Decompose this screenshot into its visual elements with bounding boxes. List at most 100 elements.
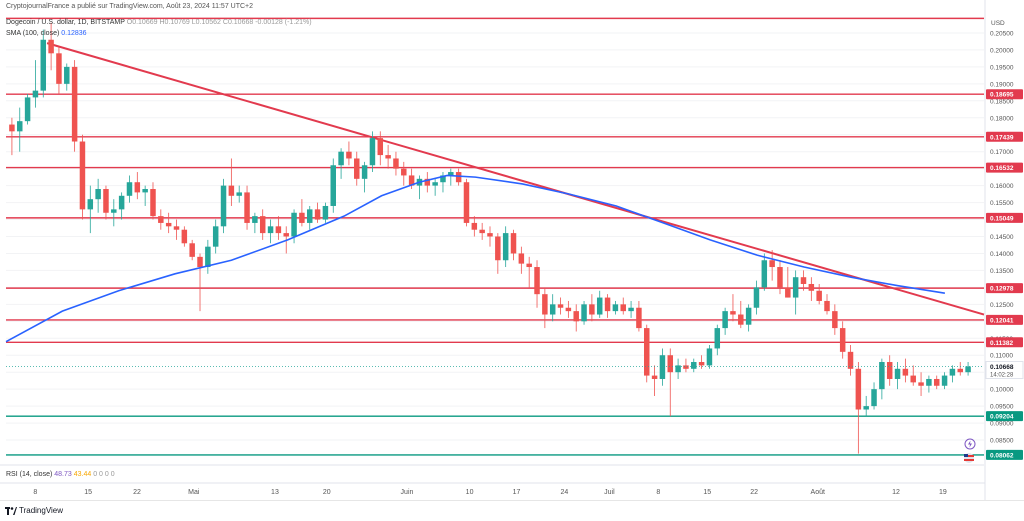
candle[interactable] (361, 161, 368, 193)
candle[interactable] (910, 365, 916, 386)
candle[interactable] (926, 375, 932, 393)
candle[interactable] (604, 294, 611, 318)
tradingview-logo-icon[interactable] (5, 507, 17, 515)
candle[interactable] (589, 294, 595, 322)
candle[interactable] (432, 178, 438, 196)
candle[interactable] (424, 172, 431, 193)
candle[interactable] (706, 345, 713, 369)
candle[interactable] (534, 260, 540, 308)
candle[interactable] (212, 219, 219, 254)
candle[interactable] (330, 158, 336, 213)
candle[interactable] (103, 185, 109, 220)
candle[interactable] (683, 358, 689, 373)
candle[interactable] (824, 294, 830, 315)
candle[interactable] (777, 260, 783, 295)
candle[interactable] (71, 60, 78, 152)
candle[interactable] (510, 229, 517, 261)
candle[interactable] (549, 294, 556, 322)
candle[interactable] (79, 134, 86, 220)
candle[interactable] (839, 321, 846, 359)
candle[interactable] (346, 141, 352, 166)
candle[interactable] (636, 300, 642, 332)
candle[interactable] (667, 348, 674, 417)
candle[interactable] (40, 29, 47, 98)
candle[interactable] (644, 324, 650, 383)
candle[interactable] (471, 216, 478, 237)
candle[interactable] (181, 226, 188, 247)
candle[interactable] (369, 131, 376, 173)
candle[interactable] (863, 395, 869, 417)
candle[interactable] (769, 250, 775, 281)
candle[interactable] (448, 168, 454, 186)
candle[interactable] (401, 161, 407, 186)
candle[interactable] (557, 297, 564, 315)
candle[interactable] (322, 202, 329, 223)
candle[interactable] (314, 202, 321, 223)
candle[interactable] (808, 277, 815, 301)
candle[interactable] (612, 300, 619, 315)
candle[interactable] (252, 212, 258, 234)
candle[interactable] (299, 199, 305, 227)
candle[interactable] (354, 151, 360, 186)
candle[interactable] (745, 304, 752, 332)
candle[interactable] (518, 246, 525, 274)
candle[interactable] (832, 304, 838, 335)
candle[interactable] (918, 372, 924, 396)
candle[interactable] (502, 226, 509, 268)
candle[interactable] (941, 372, 948, 390)
candle[interactable] (9, 117, 15, 156)
candle[interactable] (17, 107, 23, 152)
rsi-legend[interactable]: RSI (14, close) 48.73 43.44 0 0 0 0 (6, 471, 115, 478)
candle[interactable] (393, 151, 399, 176)
candle[interactable] (377, 131, 384, 166)
candle[interactable] (205, 239, 211, 274)
sma-legend[interactable]: SMA (100, close) 0.12836 (6, 30, 87, 37)
candle[interactable] (259, 209, 266, 240)
candle[interactable] (949, 365, 956, 383)
candle[interactable] (173, 219, 180, 240)
candle[interactable] (56, 46, 62, 95)
candle[interactable] (220, 178, 227, 234)
candle[interactable] (965, 362, 971, 376)
candle[interactable] (463, 178, 470, 227)
candle[interactable] (267, 219, 274, 244)
candle[interactable] (886, 355, 893, 386)
candle[interactable] (197, 253, 203, 312)
candle[interactable] (275, 216, 282, 240)
candle[interactable] (64, 63, 70, 91)
candle[interactable] (385, 144, 391, 169)
candle[interactable] (150, 182, 156, 220)
candle[interactable] (48, 22, 54, 71)
candle[interactable] (902, 358, 909, 383)
candle[interactable] (134, 172, 141, 200)
candle[interactable] (228, 158, 235, 206)
candle[interactable] (565, 300, 572, 318)
candle[interactable] (871, 382, 877, 410)
candle[interactable] (118, 192, 125, 220)
candle[interactable] (620, 297, 626, 315)
candle[interactable] (738, 300, 744, 329)
candle[interactable] (691, 358, 697, 373)
candle[interactable] (659, 348, 666, 386)
candle[interactable] (714, 324, 721, 356)
candle[interactable] (847, 345, 854, 376)
candle[interactable] (440, 172, 446, 193)
candle[interactable] (879, 358, 885, 400)
candle[interactable] (581, 300, 587, 325)
candle[interactable] (800, 270, 807, 291)
candle[interactable] (855, 362, 862, 454)
candle[interactable] (542, 287, 548, 329)
candle[interactable] (792, 270, 799, 315)
candle[interactable] (495, 233, 501, 274)
candle[interactable] (596, 290, 603, 318)
candle[interactable] (158, 209, 164, 230)
candle[interactable] (753, 280, 760, 315)
candle[interactable] (24, 94, 31, 125)
candle[interactable] (651, 365, 658, 396)
candle[interactable] (785, 267, 791, 298)
candle[interactable] (455, 168, 462, 186)
candle[interactable] (189, 239, 195, 261)
candle[interactable] (675, 358, 681, 379)
candle[interactable] (165, 212, 172, 234)
candle[interactable] (628, 300, 634, 318)
